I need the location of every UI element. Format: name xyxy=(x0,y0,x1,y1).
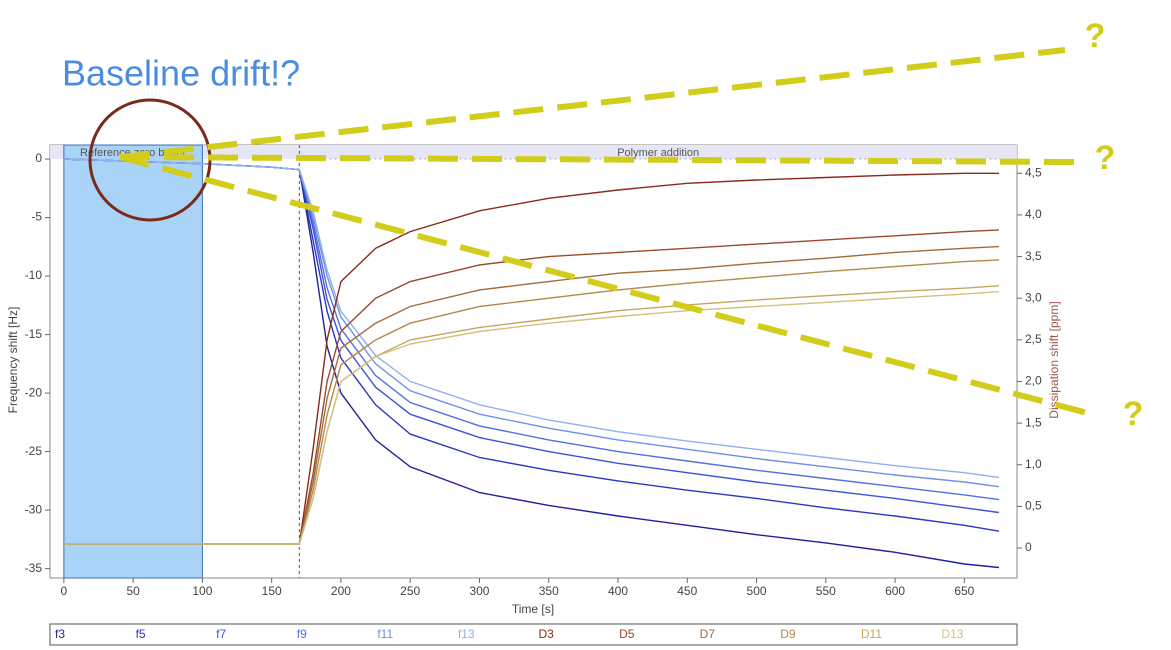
y-tick-label: -30 xyxy=(25,502,43,516)
legend-entry: D9 xyxy=(780,627,796,641)
x-tick-label: 0 xyxy=(61,584,68,598)
y2-tick-label: 3,0 xyxy=(1025,290,1042,304)
y-tick-label: -20 xyxy=(25,385,43,399)
x-tick-label: 200 xyxy=(331,584,351,598)
series-line xyxy=(63,158,1000,479)
x-tick-label: 650 xyxy=(954,584,974,598)
legend-entry: D7 xyxy=(700,627,716,641)
legend-entry: f5 xyxy=(136,627,146,641)
legend-entry: D13 xyxy=(941,627,963,641)
question-mark: ? xyxy=(1123,395,1144,433)
series-line xyxy=(63,290,1000,545)
drift-line xyxy=(119,47,1066,160)
legend-entry: f3 xyxy=(55,627,65,641)
x-tick-label: 500 xyxy=(747,584,767,598)
y2-tick-label: 4,5 xyxy=(1025,165,1042,179)
header-band xyxy=(50,145,1017,159)
x-tick-label: 100 xyxy=(192,584,212,598)
legend-box xyxy=(49,623,1018,646)
y-tick-label: -10 xyxy=(25,268,43,282)
question-mark: ? xyxy=(1085,17,1106,55)
drift-line xyxy=(119,154,1076,165)
y2-tick-label: 2,0 xyxy=(1025,374,1042,388)
y-tick-label: -5 xyxy=(31,210,42,224)
x-tick-label: 550 xyxy=(816,584,836,598)
x-tick-label: 350 xyxy=(539,584,559,598)
y2-tick-label: 1,0 xyxy=(1025,457,1042,471)
x-tick-label: 150 xyxy=(262,584,282,598)
y-tick-label: -35 xyxy=(25,561,43,575)
x-tick-label: 600 xyxy=(885,584,905,598)
y2-tick-label: 4,0 xyxy=(1025,207,1042,221)
y-tick-label: -15 xyxy=(25,327,43,341)
legend-entry: D11 xyxy=(861,627,882,641)
legend-entry: D5 xyxy=(619,627,635,641)
y2-tick-label: 1,5 xyxy=(1025,415,1042,429)
y2-axis-label: Dissipation shift [ppm] xyxy=(1047,301,1061,418)
y2-tick-label: 0,5 xyxy=(1025,499,1042,513)
x-tick-label: 250 xyxy=(400,584,420,598)
legend-entry: f13 xyxy=(458,627,475,641)
slide-title: Baseline drift!? xyxy=(62,53,300,94)
x-axis-label: Time [s] xyxy=(512,602,554,616)
y2-tick-label: 3,5 xyxy=(1025,249,1042,263)
plot-area xyxy=(49,144,1018,579)
drift-line xyxy=(119,154,1096,418)
drift-lines xyxy=(119,47,1096,418)
question-mark: ? xyxy=(1095,139,1116,177)
y-tick-label: -25 xyxy=(25,444,43,458)
x-tick-label: 50 xyxy=(126,584,140,598)
y2-tick-label: 0 xyxy=(1025,540,1032,554)
x-tick-label: 400 xyxy=(608,584,628,598)
legend-entry: f9 xyxy=(297,627,307,641)
y-tick-label: 0 xyxy=(35,151,42,165)
legend-entry: f11 xyxy=(377,627,393,641)
x-tick-label: 300 xyxy=(469,584,489,598)
y2-tick-label: 2,5 xyxy=(1025,332,1042,346)
legend-entry: f7 xyxy=(216,627,226,641)
region-label: Polymer addition xyxy=(617,147,699,159)
y-axis-label: Frequency shift [Hz] xyxy=(6,307,20,414)
x-tick-label: 450 xyxy=(677,584,697,598)
legend-entry: D3 xyxy=(539,627,555,641)
